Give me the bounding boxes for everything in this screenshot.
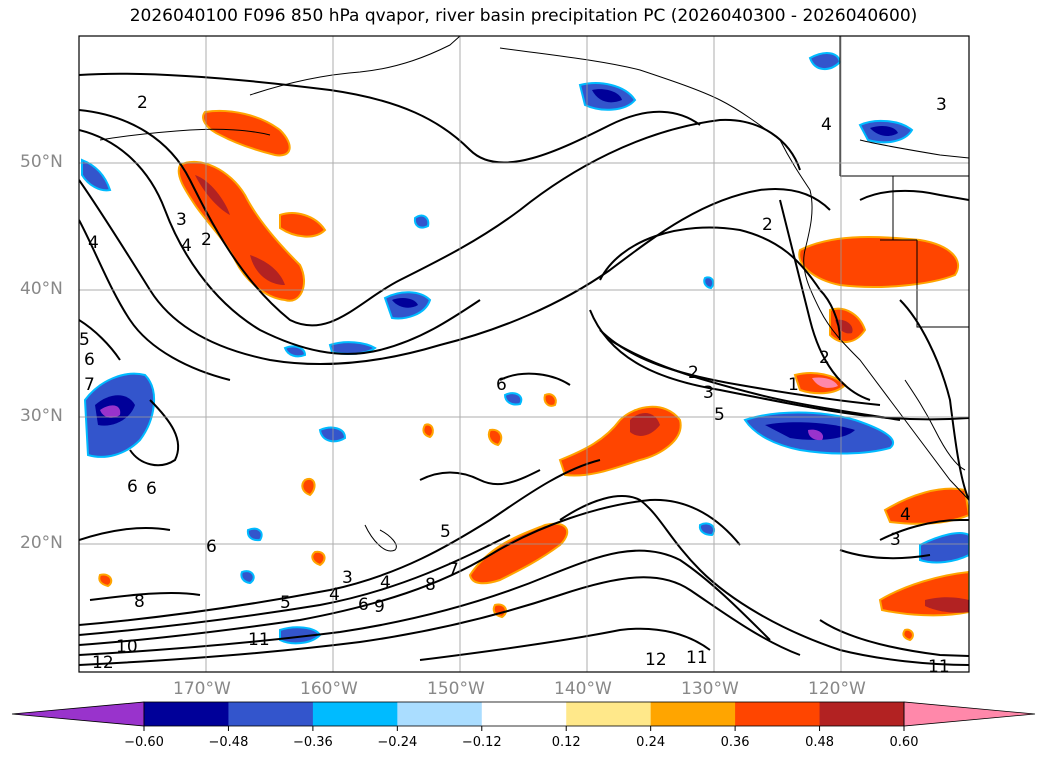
- svg-text:3: 3: [176, 210, 187, 230]
- lat-label-50n: 50°N: [20, 152, 63, 172]
- lon-label-150w: 150°W: [427, 679, 485, 699]
- colorbar-tick-label: 0.60: [889, 735, 919, 750]
- svg-text:6: 6: [146, 479, 157, 499]
- negative-precip-regions: [81, 52, 969, 645]
- svg-text:9: 9: [374, 597, 385, 617]
- positive-precip-regions: [98, 109, 969, 642]
- colorbar-tick-label: −0.24: [377, 735, 418, 750]
- lon-label-120w: 120°W: [808, 679, 866, 699]
- svg-text:5: 5: [79, 330, 90, 350]
- colorbar-segment: [735, 702, 821, 726]
- svg-text:8: 8: [134, 592, 145, 612]
- colorbar-segment: [397, 702, 483, 726]
- svg-text:8: 8: [425, 575, 436, 595]
- colorbar: [11, 701, 1036, 731]
- lon-label-140w: 140°W: [554, 679, 612, 699]
- lat-label-30n: 30°N: [20, 406, 63, 426]
- lat-label-20n: 20°N: [20, 533, 63, 553]
- colorbar-tick-label: −0.48: [208, 735, 249, 750]
- lon-label-160w: 160°W: [300, 679, 358, 699]
- svg-text:6: 6: [127, 477, 138, 497]
- svg-text:2: 2: [201, 230, 212, 250]
- colorbar-tick-label: −0.60: [124, 735, 164, 750]
- coastlines: [99, 36, 969, 552]
- svg-text:6: 6: [84, 350, 95, 370]
- svg-text:3: 3: [890, 530, 901, 550]
- colorbar-segment: [481, 702, 567, 726]
- lon-label-170w: 170°W: [173, 679, 231, 699]
- colorbar-extend-max: [903, 701, 1036, 727]
- svg-text:4: 4: [329, 585, 340, 605]
- svg-text:12: 12: [92, 653, 114, 673]
- svg-text:5: 5: [440, 522, 451, 542]
- colorbar-extend-min: [11, 701, 145, 727]
- gridlines: [79, 36, 969, 672]
- svg-text:2: 2: [819, 348, 830, 368]
- colorbar-tick-label: 0.48: [805, 735, 835, 750]
- map-frame: [78, 35, 970, 673]
- svg-text:2: 2: [688, 363, 699, 383]
- svg-text:5: 5: [280, 593, 291, 613]
- lon-label-130w: 130°W: [681, 679, 739, 699]
- svg-text:3: 3: [703, 383, 714, 403]
- svg-text:11: 11: [928, 657, 950, 677]
- contour-labels: 2 3 4 2 4 5 6 7 6 6 8 10 11 12 6 5 4 3 9…: [79, 93, 950, 677]
- colorbar-segment: [144, 702, 229, 726]
- svg-text:12: 12: [645, 650, 667, 670]
- colorbar-segment: [650, 702, 736, 726]
- svg-text:4: 4: [900, 505, 911, 525]
- svg-text:6: 6: [496, 375, 507, 395]
- svg-text:1: 1: [788, 375, 799, 395]
- svg-text:2: 2: [137, 93, 148, 113]
- svg-text:10: 10: [116, 637, 138, 657]
- colorbar-segment: [228, 702, 314, 726]
- svg-text:4: 4: [821, 115, 832, 135]
- lat-label-40n: 40°N: [20, 279, 63, 299]
- svg-text:11: 11: [248, 630, 270, 650]
- svg-text:7: 7: [84, 375, 95, 395]
- svg-text:7: 7: [448, 560, 459, 580]
- colorbar-tick-label: −0.12: [461, 735, 502, 750]
- svg-text:4: 4: [88, 233, 99, 253]
- colorbar-tick-label: 0.36: [720, 735, 750, 750]
- colorbar-tick-label: −0.36: [292, 735, 333, 750]
- svg-text:6: 6: [206, 537, 217, 557]
- colorbar-segment: [566, 702, 652, 726]
- colorbar-tick-label: 0.12: [551, 735, 581, 750]
- svg-text:11: 11: [686, 648, 708, 668]
- colorbar-segment: [312, 702, 398, 726]
- svg-text:4: 4: [380, 573, 391, 593]
- svg-text:4: 4: [181, 236, 192, 256]
- svg-text:2: 2: [762, 215, 773, 235]
- svg-text:5: 5: [714, 405, 725, 425]
- qvapor-contours: [79, 72, 969, 666]
- colorbar-tick-label: 0.24: [636, 735, 666, 750]
- map-title: 2026040100 F096 850 hPa qvapor, river ba…: [129, 6, 918, 26]
- svg-text:3: 3: [342, 568, 353, 588]
- colorbar-segment: [819, 702, 905, 726]
- svg-text:3: 3: [936, 95, 947, 115]
- svg-text:6: 6: [358, 595, 369, 615]
